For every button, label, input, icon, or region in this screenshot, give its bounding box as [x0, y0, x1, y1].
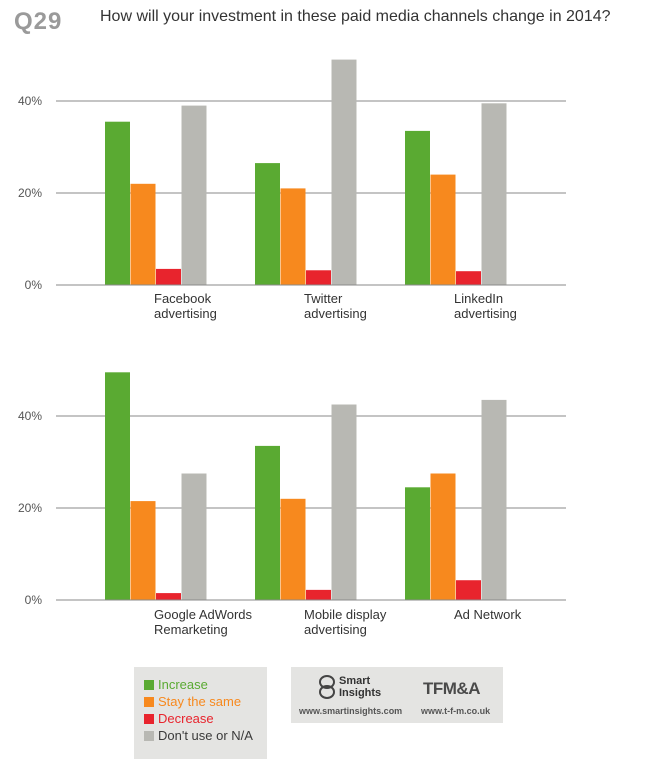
bar — [156, 593, 181, 600]
bar — [280, 188, 306, 285]
smart-insights-mark-icon — [317, 675, 335, 699]
legend-label: Decrease — [158, 711, 214, 726]
bar — [130, 183, 156, 285]
bar — [306, 270, 331, 285]
category-label: Mobile display advertising — [304, 607, 387, 637]
tfm-url: www.t-f-m.co.uk — [421, 706, 491, 716]
bar — [430, 174, 456, 285]
legend-swatch — [144, 680, 154, 690]
bar — [255, 445, 280, 600]
bar — [156, 268, 181, 285]
legend-swatch — [144, 697, 154, 707]
y-tick-label: 20% — [18, 501, 42, 515]
y-tick-label: 40% — [18, 409, 42, 423]
y-tick-label: 0% — [25, 278, 43, 292]
question-number: Q29 — [14, 8, 63, 35]
bar — [456, 580, 481, 600]
bar — [181, 105, 207, 285]
legend-item-decrease: Decrease — [144, 711, 214, 727]
bar — [456, 271, 481, 285]
legend-label: Increase — [158, 677, 208, 692]
bar — [105, 121, 130, 285]
smart-insights-logo: Smart Insights — [317, 675, 389, 699]
tfm-logo: TFM&A — [423, 679, 480, 698]
bar — [481, 103, 507, 285]
bar — [405, 130, 430, 285]
smart-insights-name: Smart Insights — [339, 675, 382, 699]
legend-swatch — [144, 731, 154, 741]
legend-item-stay-the-same: Stay the same — [144, 694, 241, 710]
legend-swatch — [144, 714, 154, 724]
category-label: Google AdWords Remarketing — [154, 607, 253, 637]
bar — [481, 399, 507, 600]
bar — [280, 498, 306, 600]
bar — [105, 372, 130, 600]
legend: Increase Stay the same Decrease Don't us… — [134, 667, 267, 759]
bar — [306, 589, 331, 600]
category-label: Ad Network — [454, 607, 522, 622]
bar — [130, 501, 156, 600]
category-label: LinkedIn advertising — [454, 291, 517, 321]
bar — [430, 473, 456, 600]
bar — [331, 404, 357, 600]
y-tick-label: 0% — [25, 593, 43, 607]
logos-panel: Smart Insights TFM&A www.smartinsights.c… — [291, 667, 503, 723]
bar — [331, 59, 357, 285]
category-label: Twitter advertising — [304, 291, 367, 321]
chart-title: How will your investment in these paid m… — [100, 8, 611, 25]
smart-insights-url: www.smartinsights.com — [299, 706, 403, 716]
bar-chart-2: 0% 20% 40% Google AdWords Remarketing Mobile … — [18, 372, 566, 637]
legend-label: Don't use or N/A — [158, 728, 253, 743]
legend-label: Stay the same — [158, 694, 242, 709]
bar — [181, 473, 207, 600]
bar — [405, 487, 430, 600]
legend-item-dont-use: Don't use or N/A — [144, 728, 253, 744]
bar — [255, 163, 280, 285]
bar-chart-1: 0% 20% 40% Facebook advertising Twitter advert… — [18, 59, 566, 321]
category-label: Facebook advertising — [154, 291, 217, 321]
y-tick-label: 40% — [18, 94, 42, 108]
y-tick-label: 20% — [18, 186, 42, 200]
legend-item-increase: Increase — [144, 677, 208, 693]
